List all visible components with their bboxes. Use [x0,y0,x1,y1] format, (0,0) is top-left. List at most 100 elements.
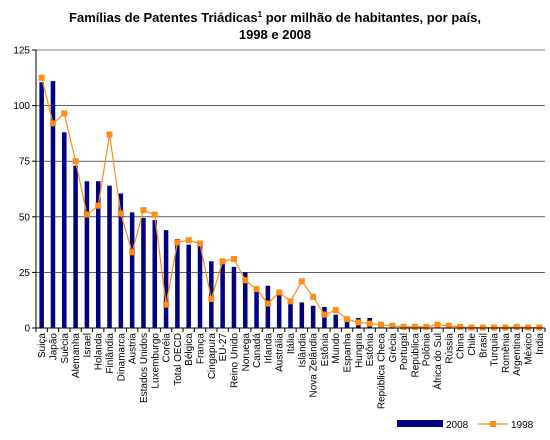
point-1998 [208,296,215,303]
x-tick-label: Brasil [478,333,489,358]
x-tick-label: Luxemburgo [150,333,161,389]
bar-2008 [254,287,259,328]
point-1998 [457,323,464,330]
bar-2008 [242,272,248,328]
legend: 2008 1998 [397,420,534,431]
x-tick-label: Austria [128,333,139,365]
point-1998 [72,158,79,165]
chart-title-line1: Famílias de Patentes Triádicas [69,10,258,25]
x-tick-label: Alemanha [71,333,82,378]
point-1998 [321,311,328,318]
bar-2008 [276,292,282,328]
x-tick-label: Finlândia [105,333,116,374]
bar-2008 [163,230,169,328]
point-1998 [377,321,384,328]
y-tick-label: 50 [19,212,31,223]
bars-2008 [39,81,542,328]
y-tick-label: 25 [19,268,31,279]
point-1998 [129,249,136,256]
x-tick-label: Portugal [399,333,410,370]
point-1998 [151,211,158,218]
chart-title-line2: 1998 e 2008 [238,27,312,42]
y-tick-label: 75 [19,157,31,168]
point-1998 [95,202,102,209]
x-tick-label: Estados Unidos [139,333,150,403]
x-tick-label: Espanha [343,333,354,373]
point-1998 [230,256,237,263]
bar-2008 [141,217,146,328]
bar-2008 [118,193,124,328]
bar-2008 [197,244,203,328]
x-tick-label: Total OECD [173,333,184,386]
point-1998 [264,300,271,307]
x-tick-label: Holanda [94,333,105,371]
point-1998 [197,240,204,247]
chart-title-line1-end: por milhão de habitantes, por país, [262,10,481,25]
y-tick-label: 125 [13,46,30,57]
point-1998 [310,293,317,300]
y-gridlines [36,49,545,273]
point-1998 [163,301,170,308]
bar-2008 [186,244,191,328]
point-1998 [253,286,260,293]
chart-title: Famílias de Patentes Triádicas1 por milh… [0,6,550,43]
point-1998 [61,110,68,117]
bar-2008 [310,305,316,328]
bar-2008 [73,165,78,328]
x-tick-label: México [524,333,535,365]
x-tick-label: Argentina [512,333,523,376]
point-1998 [298,278,305,285]
point-1998 [276,289,283,296]
point-1998 [389,322,396,329]
point-1998 [219,258,226,265]
x-tick-label: Canadá [252,333,263,368]
bar-2008 [175,239,180,328]
x-tick-label: Chile [467,333,478,356]
x-tick-label: Israel [82,333,93,357]
point-1998 [344,316,351,323]
bar-2008 [95,181,101,328]
bar-2008 [50,81,56,328]
x-tick-label: Grécia [388,333,399,363]
point-1998 [434,321,441,328]
point-1998 [287,298,294,305]
point-1998 [513,323,520,330]
bar-2008 [299,302,305,328]
point-1998 [400,323,407,330]
x-tick-label: EU-27 [218,333,229,362]
point-1998 [38,74,45,81]
x-tick-label: Bélgica [184,333,195,366]
x-tick-label: Rússia [444,333,455,364]
point-1998 [106,131,113,138]
bar-2008 [209,261,214,328]
point-1998 [83,211,90,218]
x-tick-label: Romênia [501,333,512,373]
bar-2008 [152,220,158,328]
x-tick-label: Suiça [37,333,48,358]
point-1998 [140,207,147,214]
point-1998 [423,323,430,330]
bar-2008 [265,285,271,328]
bar-2008 [62,132,67,328]
bar-2008 [333,314,339,328]
x-tick-label: Noruega [241,333,252,372]
bar-2008 [288,301,293,328]
x-tick-label: Estônia [320,333,331,367]
x-tick-label: República [410,333,421,378]
y-tick-label: 100 [13,101,30,112]
line-1998 [38,74,543,331]
x-tick-label: França [196,333,207,365]
x-tick-label: Turquia [490,333,501,367]
x-tick-label: Índia [533,333,546,355]
x-tick-label: Nova Zelândia [309,333,320,398]
y-tick-label: 0 [24,324,30,335]
x-tick-label: Cingapura [207,333,218,380]
point-1998 [411,323,418,330]
x-tick-label: Estônia [365,333,376,367]
point-1998 [355,319,362,326]
x-tick-label: Dinamarca [116,333,127,382]
point-1998 [49,120,56,127]
bar-2008 [107,185,112,328]
bar-2008 [84,181,90,328]
x-tick-label: Suécia [60,333,71,364]
